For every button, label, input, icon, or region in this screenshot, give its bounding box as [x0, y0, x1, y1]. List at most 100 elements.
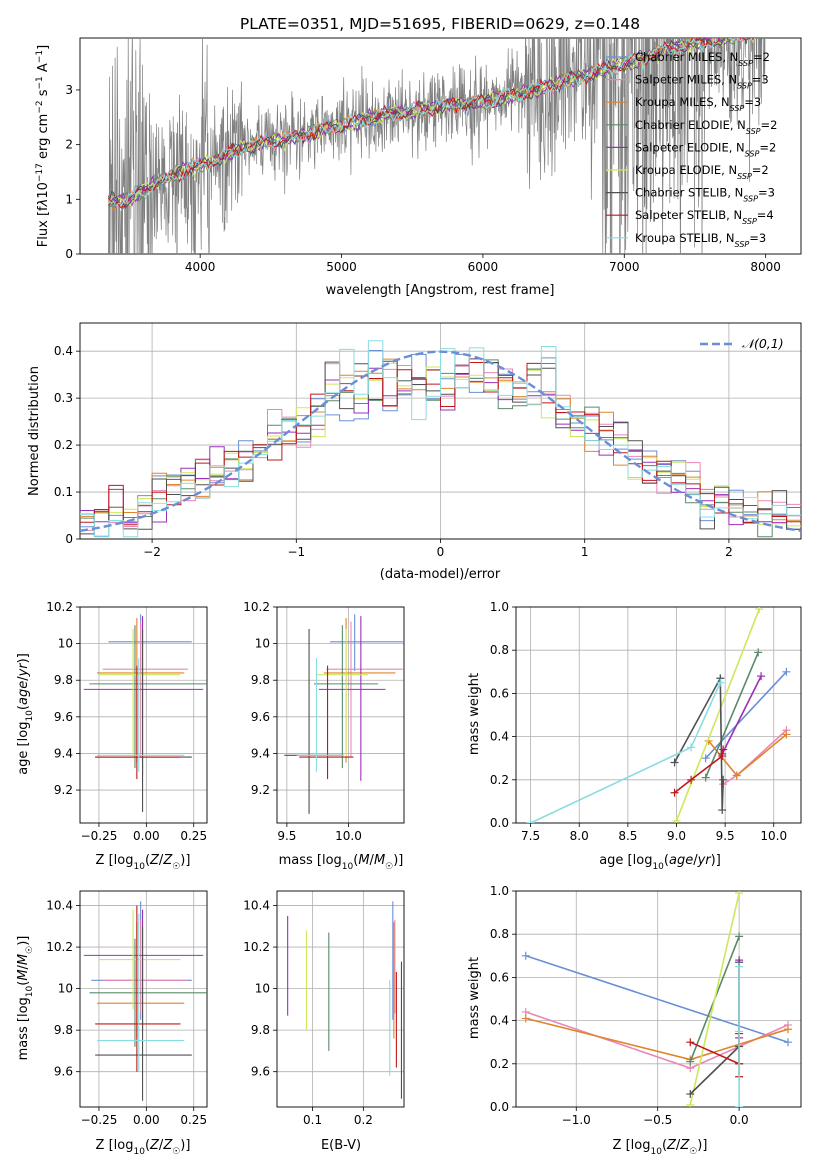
- age_vs_mass-plot: [284, 614, 404, 814]
- weight-marker: [719, 775, 728, 784]
- y-tick-label: 0.2: [490, 1057, 509, 1071]
- legend-label-0: Chabrier MILES, NSSP=2: [635, 50, 770, 68]
- y-tick-label: 9.2: [251, 783, 270, 797]
- axes-frame: [515, 890, 802, 1108]
- y-tick-label: 10.2: [46, 940, 73, 954]
- weight-marker: [735, 891, 744, 898]
- y-tick-label: 0.1: [54, 485, 73, 499]
- y-tick-label: 2: [65, 138, 73, 152]
- age-vs-mass-xlabel: mass [log10(M/M☉)]: [279, 853, 404, 872]
- mass_vs_Z-plot: [83, 901, 207, 1101]
- mw_vs_Z-axes: −1.0 −0.5 0.0 0.0 0.2 0.4 0.6 0.8 1.0: [490, 884, 802, 1127]
- legend-label-3: Chabrier ELODIE, NSSP=2: [635, 118, 777, 136]
- residual-histogram-8: [80, 340, 801, 538]
- legend-label-6: Chabrier STELIB, NSSP=3: [635, 186, 775, 204]
- mass-vs-Z-ylabel: mass [log10(M/M☉)]: [16, 936, 35, 1061]
- x-tick-label: −0.25: [81, 1113, 118, 1127]
- weight-marker: [718, 752, 727, 761]
- weight-marker: [732, 771, 741, 780]
- weight-line-5: [689, 893, 740, 1105]
- weight-marker: [686, 1038, 695, 1047]
- mw-vs-Z-ylabel: mass weight: [467, 957, 482, 1039]
- y-tick-label: 9.2: [54, 783, 73, 797]
- x-tick-label: 2: [725, 545, 733, 559]
- weight-line-2: [525, 1017, 789, 1061]
- x-tick-label: −0.5: [643, 1113, 672, 1127]
- x-tick-label: 0.00: [133, 1113, 160, 1127]
- x-tick-label: 0.25: [180, 829, 207, 843]
- spectrum-legend: Chabrier MILES, NSSP=2 Salpeter MILES, NS…: [606, 50, 777, 248]
- y-tick-label: 9.4: [54, 746, 73, 760]
- mass-vs-ebv-xlabel: E(B-V): [321, 1138, 361, 1153]
- mw_vs_Z-plot: [521, 891, 792, 1107]
- x-tick-label: 8.5: [618, 829, 637, 843]
- axes-frame: [79, 606, 208, 824]
- weight-line-5: [675, 608, 760, 822]
- model-spectrum-6: [107, 38, 752, 208]
- x-tick-label: 9.5: [277, 829, 296, 843]
- mw_vs_age-axes: 7.5 8.0 8.5 9.0 9.5 10.0 0.0 0.2 0.4 0.6 0.8 1.0: [490, 600, 802, 843]
- y-tick-label: 1: [65, 192, 73, 206]
- age_vs_mass-axes: 9.5 10.0 9.2 9.4 9.6 9.8 10 10.2: [243, 600, 405, 843]
- x-tick-label: 4000: [185, 260, 216, 274]
- y-tick-label: 9.8: [251, 673, 270, 687]
- y-tick-label: 0.3: [54, 391, 73, 405]
- weight-marker: [687, 775, 696, 784]
- x-tick-label: 0.25: [180, 1113, 207, 1127]
- y-tick-label: 9.8: [54, 1023, 73, 1037]
- weight-marker: [521, 1014, 530, 1023]
- weight-marker: [686, 1100, 695, 1107]
- x-tick-label: 8000: [750, 260, 781, 274]
- weight-marker: [670, 758, 679, 767]
- residuals-ylabel: Normed distribution: [27, 366, 42, 496]
- y-tick-label: 0.4: [490, 730, 509, 744]
- legend-label-1: Salpeter MILES, NSSP=3: [635, 73, 769, 91]
- mw_vs_age-plot: [526, 607, 791, 823]
- y-tick-label: 10.2: [46, 600, 73, 614]
- x-tick-label: 1: [581, 545, 589, 559]
- y-tick-label: 9.6: [54, 710, 73, 724]
- spectrum-title: PLATE=0351, MJD=51695, FIBERID=0629, z=0…: [240, 15, 640, 33]
- x-tick-label: −1: [287, 545, 305, 559]
- weight-marker: [670, 788, 679, 797]
- weight-marker: [719, 745, 728, 754]
- y-tick-label: 0: [65, 247, 73, 261]
- y-tick-label: 3: [65, 83, 73, 97]
- weight-marker: [686, 1057, 695, 1066]
- y-tick-label: 0.8: [490, 927, 509, 941]
- weight-line-0: [525, 955, 789, 1043]
- x-tick-label: 10.0: [335, 829, 362, 843]
- axes-frame: [79, 322, 802, 540]
- weight-line-7: [674, 749, 724, 794]
- x-tick-label: 6000: [468, 260, 499, 274]
- y-tick-label: 10.2: [243, 940, 270, 954]
- y-tick-label: 0.2: [54, 438, 73, 452]
- mass_vs_ebv-plot: [287, 901, 403, 1099]
- x-tick-label: 9.0: [667, 829, 686, 843]
- y-tick-label: 10: [255, 637, 270, 651]
- age_vs_Z-plot: [83, 614, 207, 813]
- weight-marker: [735, 962, 744, 971]
- y-tick-label: 9.6: [251, 1065, 270, 1079]
- axes-frame: [276, 890, 405, 1108]
- weight-marker: [755, 607, 764, 614]
- x-tick-label: −2: [143, 545, 161, 559]
- weight-marker: [782, 730, 791, 739]
- y-tick-label: 10.2: [243, 600, 270, 614]
- x-tick-label: 9.5: [716, 829, 735, 843]
- x-tick-label: 0: [437, 545, 445, 559]
- x-tick-label: 0.00: [133, 829, 160, 843]
- x-tick-label: −0.25: [81, 829, 118, 843]
- y-tick-label: 0.2: [490, 773, 509, 787]
- weight-line-3: [704, 652, 759, 778]
- weight-marker: [735, 932, 744, 941]
- spectrum-xlabel: wavelength [Angstrom, rest frame]: [326, 283, 555, 298]
- weight-marker: [782, 667, 791, 676]
- weight-marker: [783, 1038, 792, 1047]
- y-tick-label: 9.6: [251, 710, 270, 724]
- y-tick-label: 0.4: [490, 1014, 509, 1028]
- y-tick-label: 9.8: [251, 1023, 270, 1037]
- y-tick-label: 0.4: [54, 344, 73, 358]
- mass_vs_ebv-axes: 0.1 0.2 9.6 9.8 10 10.2 10.4: [243, 890, 405, 1127]
